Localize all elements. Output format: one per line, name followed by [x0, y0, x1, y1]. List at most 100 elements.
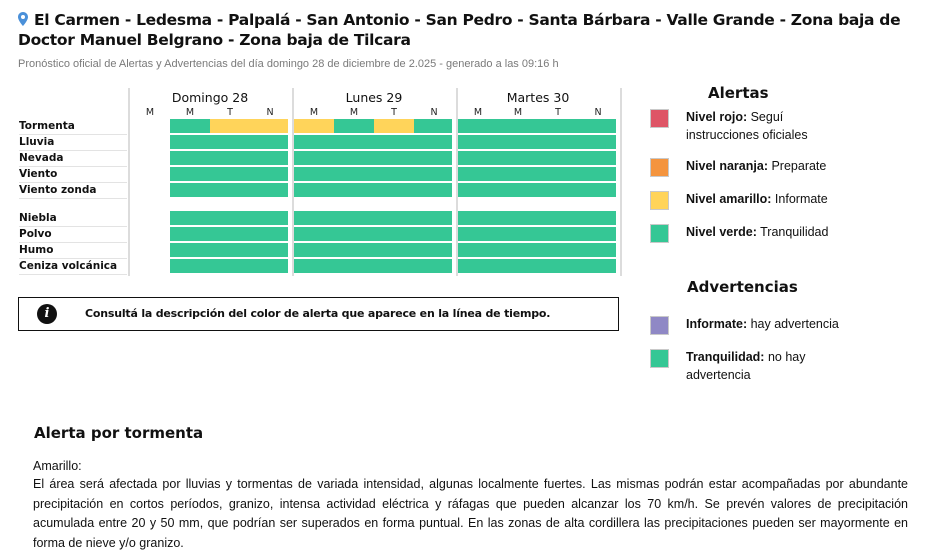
timeline-cell-verde[interactable] — [458, 167, 498, 181]
timeline-cell-verde[interactable] — [374, 243, 414, 257]
timeline-cell-verde[interactable] — [250, 259, 288, 273]
timeline-cell-verde[interactable] — [578, 167, 616, 181]
timeline-cell-verde[interactable] — [578, 227, 616, 241]
timeline-cell-verde[interactable] — [294, 183, 334, 197]
timeline-cell-verde[interactable] — [498, 183, 538, 197]
timeline-cell-verde[interactable] — [414, 151, 452, 165]
timeline-cell-verde[interactable] — [414, 243, 452, 257]
timeline-cell-verde[interactable] — [414, 183, 452, 197]
timeline-cell-verde[interactable] — [414, 211, 452, 225]
timeline-cell-verde[interactable] — [498, 135, 538, 149]
timeline-cell-verde[interactable] — [250, 167, 288, 181]
timeline-cell-verde[interactable] — [374, 135, 414, 149]
timeline-cell-verde[interactable] — [458, 243, 498, 257]
timeline-cell-verde[interactable] — [538, 135, 578, 149]
timeline-cell-verde[interactable] — [578, 119, 616, 133]
timeline-cell-verde[interactable] — [578, 243, 616, 257]
timeline-cell-verde[interactable] — [294, 227, 334, 241]
timeline-cell-verde[interactable] — [458, 151, 498, 165]
timeline-cell-verde[interactable] — [578, 259, 616, 273]
timeline-cell-verde[interactable] — [210, 151, 250, 165]
timeline-cell-verde[interactable] — [334, 167, 374, 181]
timeline-cell-verde[interactable] — [578, 135, 616, 149]
timeline-cell-amarillo[interactable] — [374, 119, 414, 133]
timeline-cell-verde[interactable] — [170, 151, 210, 165]
timeline-cell-verde[interactable] — [414, 135, 452, 149]
timeline-cell-verde[interactable] — [210, 243, 250, 257]
timeline-cell-verde[interactable] — [538, 151, 578, 165]
timeline-cell-verde[interactable] — [458, 211, 498, 225]
timeline-cell-verde[interactable] — [374, 259, 414, 273]
timeline-cell-verde[interactable] — [170, 183, 210, 197]
timeline-cell-verde[interactable] — [170, 259, 210, 273]
timeline-cell-verde[interactable] — [498, 151, 538, 165]
timeline-cell-verde[interactable] — [294, 211, 334, 225]
timeline-cell-verde[interactable] — [498, 243, 538, 257]
timeline-cell-amarillo[interactable] — [250, 119, 288, 133]
timeline-cell-verde[interactable] — [294, 151, 334, 165]
timeline-cell-verde[interactable] — [294, 135, 334, 149]
timeline-cell-verde[interactable] — [250, 227, 288, 241]
timeline-cell-verde[interactable] — [294, 167, 334, 181]
timeline-cell-verde[interactable] — [538, 119, 578, 133]
timeline-cell-verde[interactable] — [458, 227, 498, 241]
timeline-cell-amarillo[interactable] — [294, 119, 334, 133]
timeline-cell-verde[interactable] — [334, 259, 374, 273]
timeline-cell-verde[interactable] — [170, 135, 210, 149]
timeline-cell-verde[interactable] — [210, 259, 250, 273]
timeline-cell-amarillo[interactable] — [210, 119, 250, 133]
timeline-cell-verde[interactable] — [538, 259, 578, 273]
timeline-cell-verde[interactable] — [414, 119, 452, 133]
timeline-cell-verde[interactable] — [498, 211, 538, 225]
timeline-cell-verde[interactable] — [334, 243, 374, 257]
timeline-cell-verde[interactable] — [374, 211, 414, 225]
timeline-cell-verde[interactable] — [334, 135, 374, 149]
timeline-cell-verde[interactable] — [170, 243, 210, 257]
timeline-cell-verde[interactable] — [458, 135, 498, 149]
timeline-cell-verde[interactable] — [414, 167, 452, 181]
timeline-cell-verde[interactable] — [498, 259, 538, 273]
timeline-cell-verde[interactable] — [538, 167, 578, 181]
timeline-cell-verde[interactable] — [170, 119, 210, 133]
timeline-cell-verde[interactable] — [250, 211, 288, 225]
timeline-cell-verde[interactable] — [374, 167, 414, 181]
timeline-cell-verde[interactable] — [250, 151, 288, 165]
timeline-cell-verde[interactable] — [578, 211, 616, 225]
alert-timeline: Domingo 28 M M T N Lunes 29 M M T N Martes 30 M M T N T… — [18, 88, 622, 276]
timeline-cell-verde[interactable] — [498, 119, 538, 133]
timeline-cell-verde[interactable] — [294, 259, 334, 273]
timeline-cell-verde[interactable] — [458, 183, 498, 197]
timeline-cell-verde[interactable] — [250, 135, 288, 149]
timeline-cell-verde[interactable] — [498, 167, 538, 181]
timeline-cell-verde[interactable] — [294, 243, 334, 257]
timeline-cell-verde[interactable] — [458, 259, 498, 273]
timeline-cell-verde[interactable] — [210, 211, 250, 225]
timeline-cell-verde[interactable] — [334, 227, 374, 241]
timeline-cell-verde[interactable] — [334, 119, 374, 133]
timeline-cell-verde[interactable] — [374, 227, 414, 241]
timeline-cell-verde[interactable] — [170, 211, 210, 225]
timeline-cell-verde[interactable] — [414, 227, 452, 241]
timeline-cell-verde[interactable] — [210, 167, 250, 181]
timeline-cell-verde[interactable] — [334, 151, 374, 165]
timeline-cell-verde[interactable] — [210, 227, 250, 241]
timeline-cell-verde[interactable] — [498, 227, 538, 241]
timeline-cell-verde[interactable] — [414, 259, 452, 273]
timeline-cell-verde[interactable] — [170, 167, 210, 181]
timeline-cell-verde[interactable] — [458, 119, 498, 133]
timeline-cell-verde[interactable] — [538, 227, 578, 241]
timeline-cell-verde[interactable] — [210, 183, 250, 197]
timeline-cell-verde[interactable] — [578, 183, 616, 197]
timeline-cell-verde[interactable] — [538, 211, 578, 225]
timeline-cell-verde[interactable] — [250, 183, 288, 197]
timeline-cell-verde[interactable] — [374, 183, 414, 197]
timeline-cell-verde[interactable] — [334, 211, 374, 225]
timeline-cell-verde[interactable] — [374, 151, 414, 165]
timeline-cell-verde[interactable] — [538, 183, 578, 197]
timeline-cell-verde[interactable] — [170, 227, 210, 241]
timeline-cell-verde[interactable] — [538, 243, 578, 257]
timeline-cell-verde[interactable] — [578, 151, 616, 165]
timeline-cell-verde[interactable] — [334, 183, 374, 197]
timeline-cell-verde[interactable] — [210, 135, 250, 149]
timeline-cell-verde[interactable] — [250, 243, 288, 257]
